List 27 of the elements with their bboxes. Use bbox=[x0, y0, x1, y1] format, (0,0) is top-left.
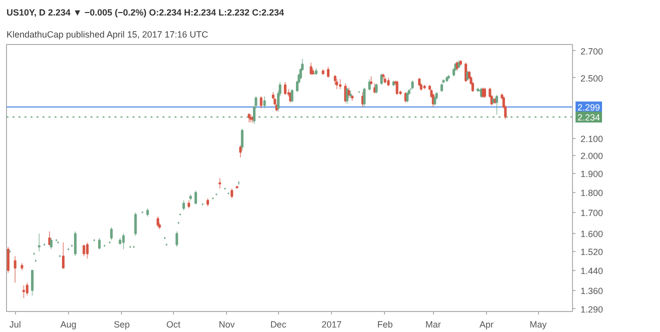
y-tick-label: 1.440 bbox=[580, 266, 604, 276]
x-tick-label: Mar bbox=[425, 320, 441, 330]
chart-title: KlendathuCap published April 15, 2017 17:16 UTC bbox=[6, 30, 209, 40]
x-tick-label: Dec bbox=[270, 320, 287, 330]
x-tick-label: Oct bbox=[166, 320, 181, 330]
y-tick-label: 1.700 bbox=[580, 208, 604, 218]
x-tick-label: Nov bbox=[218, 320, 236, 330]
ref-line-label: 2.299 bbox=[578, 102, 600, 113]
ref-line-label: 2.234 bbox=[578, 112, 600, 123]
x-tick-label: Jul bbox=[9, 320, 21, 330]
x-tick-label: Apr bbox=[479, 320, 494, 330]
x-tick-label: May bbox=[530, 320, 548, 330]
x-tick-label: Feb bbox=[377, 320, 393, 330]
chart-subtitle: US10Y, D 2.234 ▼ −0.005 (−0.2%) O:2.234 H:2.234 L:2.232 C:2.234 bbox=[6, 8, 284, 18]
x-tick-label: 2017 bbox=[322, 320, 342, 330]
y-tick-label: 2.000 bbox=[580, 151, 604, 162]
y-tick-label: 1.800 bbox=[580, 188, 604, 198]
y-tick-label: 2.500 bbox=[580, 73, 604, 84]
x-tick-label: Aug bbox=[60, 320, 76, 330]
x-tick-label: Sep bbox=[114, 320, 130, 330]
y-tick-label: 1.520 bbox=[580, 247, 604, 257]
y-tick-label: 2.100 bbox=[580, 134, 604, 144]
y-tick-label: 1.900 bbox=[580, 169, 604, 180]
y-tick-label: 1.600 bbox=[580, 229, 604, 240]
y-tick-label: 1.290 bbox=[580, 304, 604, 314]
y-tick-label: 1.360 bbox=[580, 286, 604, 296]
y-tick-label: 2.700 bbox=[580, 46, 604, 56]
